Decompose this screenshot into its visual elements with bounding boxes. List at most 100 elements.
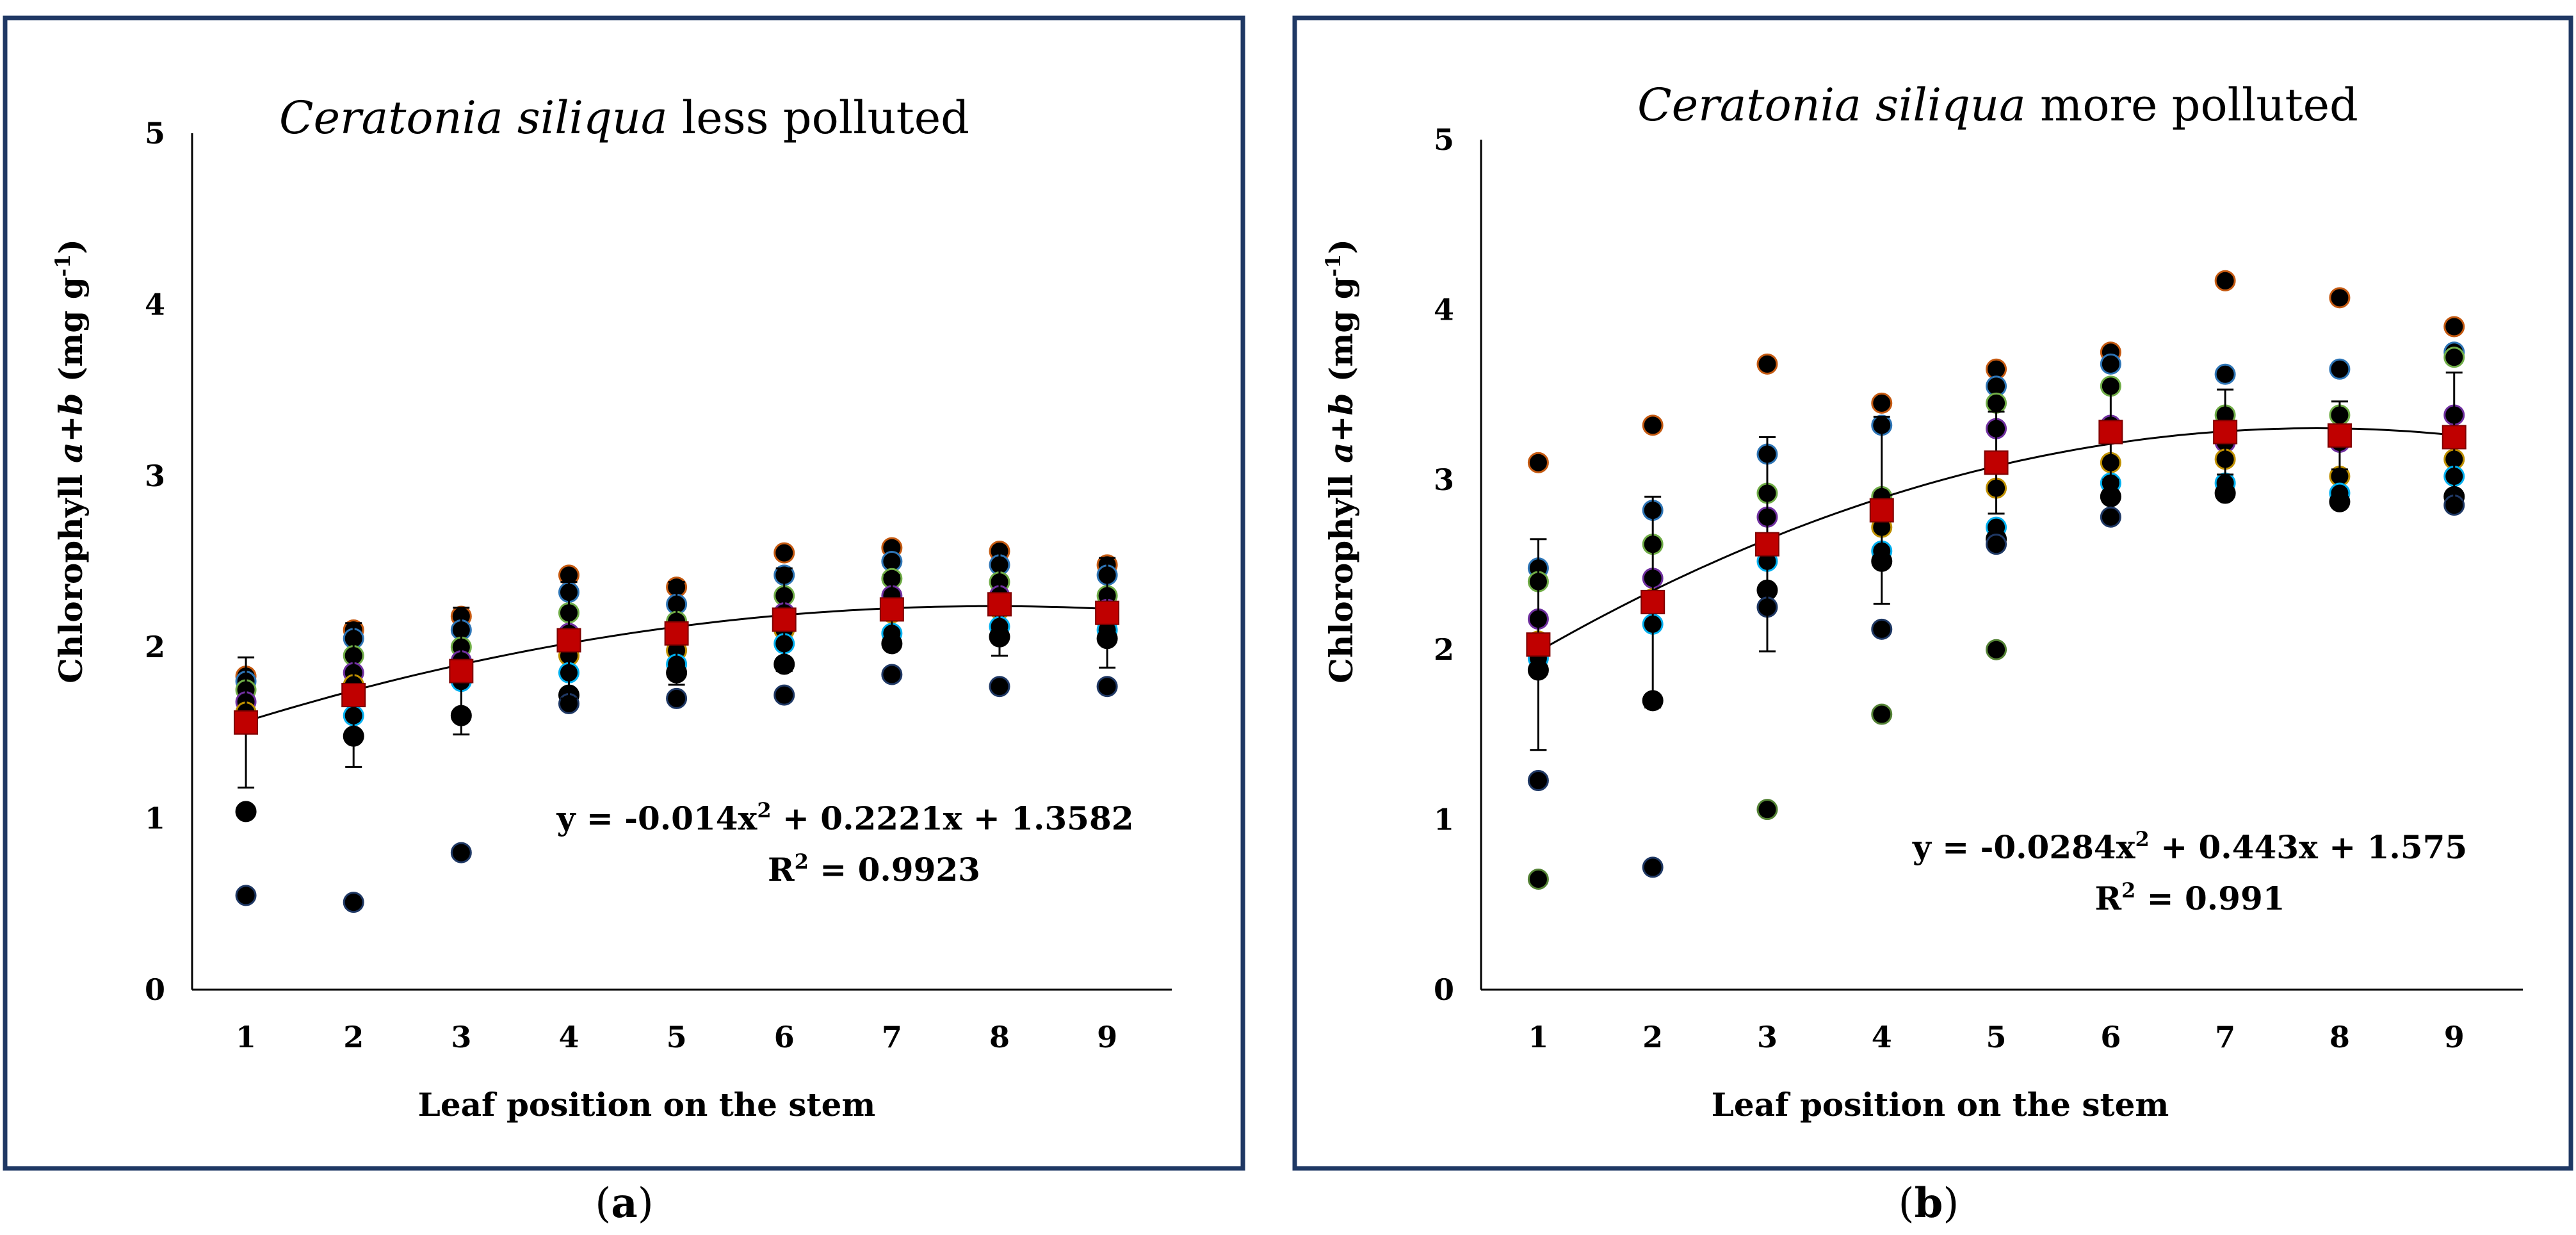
panel-b-r2: R2 = 0.991 bbox=[2094, 878, 2285, 917]
panel-a-y-label: Chlorophyll a+b (mg g-1) bbox=[51, 239, 90, 683]
panel-b-data-point bbox=[2214, 270, 2236, 291]
panel-a-x-tick-label: 9 bbox=[1097, 1020, 1117, 1054]
panel-b-y-tick-label: 3 bbox=[1434, 462, 1454, 497]
panel-b-mean-marker bbox=[1754, 532, 1779, 557]
caption-b-close: ) bbox=[1943, 1180, 1959, 1227]
svg-text:Chlorophyll a+b: Chlorophyll a+b (mg g-1) bbox=[1321, 239, 1360, 683]
panel-a-mean-marker bbox=[1095, 600, 1120, 625]
panel-a-data-point bbox=[774, 542, 795, 564]
panel-b-y-label-sup: -1 bbox=[1321, 254, 1345, 277]
panel-b-y-tick-label: 1 bbox=[1434, 803, 1454, 837]
panel-a-r2-value: = 0.9923 bbox=[809, 851, 980, 888]
panel-b-plot: 0 1 2 3 4 5 1 2 3 4 5 6 7 8 9 bbox=[1434, 122, 2523, 1054]
caption-b-letter: b bbox=[1915, 1179, 1943, 1227]
panel-a-mean-marker bbox=[664, 621, 689, 646]
panel-b-equation-rhs: + 0.443x + 1.575 bbox=[2150, 828, 2467, 866]
panel-b-data-point bbox=[2329, 358, 2351, 380]
panel-a-mean-marker bbox=[772, 607, 797, 632]
panel-a-y-tick-label: 2 bbox=[145, 630, 165, 664]
panel-b-data-point bbox=[1642, 414, 1664, 436]
panel-a-x-tick-label: 3 bbox=[451, 1020, 471, 1054]
panel-a-x-tick-label: 2 bbox=[343, 1020, 364, 1054]
panel-a-data-point bbox=[450, 842, 472, 863]
panel-a-y-tick-label: 3 bbox=[145, 459, 165, 493]
panel-a-mean-marker bbox=[987, 592, 1012, 617]
panel-b-data-point bbox=[1871, 703, 1893, 725]
panel-a: Ceratonia siliqua less polluted 0 1 2 3 4 5 1 2… bbox=[3, 15, 1245, 1171]
panel-a-x-tick-label: 8 bbox=[989, 1020, 1010, 1054]
panel-b-x-tick-label: 8 bbox=[2329, 1020, 2350, 1054]
panel-a-equation-lhs: y = -0.014x bbox=[556, 799, 757, 837]
panel-b-x-tick-label: 2 bbox=[1642, 1020, 1663, 1054]
panel-b-mean-marker bbox=[1984, 450, 2009, 475]
panel-b-y-label-unit: (mg g bbox=[1322, 277, 1360, 382]
panel-a-data-point bbox=[881, 664, 903, 685]
panel-b-data-point bbox=[1756, 353, 1778, 375]
panel-a-mean-marker bbox=[449, 658, 474, 683]
panel-a-equation-sup: 2 bbox=[757, 798, 771, 822]
panel-b-r2-sup: 2 bbox=[2121, 878, 2135, 903]
panel-b-x-tick-label: 5 bbox=[1986, 1020, 2007, 1054]
panel-b-data-point bbox=[1986, 534, 2007, 555]
panel-a-x-tick-label: 5 bbox=[667, 1020, 687, 1054]
caption-a-letter: a bbox=[611, 1179, 637, 1227]
panel-b-x-tick-label: 9 bbox=[2444, 1020, 2465, 1054]
panel-b-y-label-close: ) bbox=[1322, 239, 1360, 254]
panel-b-y-tick-label: 5 bbox=[1434, 122, 1454, 157]
panel-a-y-label-unit: (mg g bbox=[52, 277, 90, 382]
svg-text:Chlorophyll a+b: Chlorophyll a+b (mg g-1) bbox=[51, 239, 90, 683]
panel-b-equation: y = -0.0284x2 + 0.443x + 1.575 bbox=[1912, 827, 2467, 866]
panel-b-data-point bbox=[2214, 363, 2236, 385]
panel-a-r2-sup: 2 bbox=[795, 849, 809, 874]
panel-a-equation: y = -0.014x2 + 0.2221x + 1.3582 bbox=[556, 798, 1133, 837]
caption-a: (a) bbox=[595, 1179, 653, 1227]
panel-b-data-point bbox=[1642, 856, 1664, 878]
panel-a-y-tick-label: 1 bbox=[145, 801, 165, 836]
panel-b-mean-marker bbox=[2098, 420, 2123, 445]
panel-b-mean-marker bbox=[1640, 589, 1665, 614]
panel-b-y-tick-label: 0 bbox=[1434, 972, 1454, 1007]
panel-a-mean-marker bbox=[234, 710, 259, 735]
panel-a-y-label-italic: a+b bbox=[52, 393, 90, 463]
panel-b-data-point bbox=[1527, 452, 1549, 473]
caption-a-close: ) bbox=[638, 1180, 654, 1227]
panel-b-equation-sup: 2 bbox=[2135, 827, 2150, 851]
panel-a-y-label-sup: -1 bbox=[51, 254, 75, 277]
panel-b-data-point bbox=[1986, 392, 2007, 414]
panel-b-data-point bbox=[2100, 353, 2121, 375]
panel-b-x-tick-label: 6 bbox=[2100, 1020, 2121, 1054]
panel-b-x-label: Leaf position on the stem bbox=[1712, 1086, 2169, 1124]
panel-a-data-point bbox=[235, 801, 257, 822]
panel-b-data-point bbox=[1527, 770, 1549, 792]
caption-b: (b) bbox=[1899, 1179, 1959, 1227]
panel-a-mean-marker bbox=[556, 628, 581, 653]
panel-b-x-tick-label: 4 bbox=[1872, 1020, 1892, 1054]
panel-b-mean-marker bbox=[2213, 420, 2238, 445]
panel-b-data-point bbox=[2329, 491, 2351, 512]
panel-a-x-tick-label: 6 bbox=[774, 1020, 795, 1054]
panel-b-x-tick-label: 1 bbox=[1528, 1020, 1548, 1054]
panel-a-data-point bbox=[666, 687, 688, 709]
panel-b-mean-marker bbox=[2327, 423, 2352, 448]
panel-a-title: Ceratonia siliqua less polluted bbox=[279, 92, 969, 144]
panel-b-y-label-italic: a+b bbox=[1322, 393, 1360, 463]
panel-a-x-label: Leaf position on the stem bbox=[418, 1086, 876, 1124]
panel-b-data-point bbox=[2329, 287, 2351, 309]
panel-b-data-point bbox=[2100, 506, 2121, 528]
panel-b-data-point bbox=[1986, 639, 2007, 660]
panel-b-y-tick-label: 4 bbox=[1434, 292, 1454, 327]
panel-a-data-point bbox=[343, 892, 364, 913]
panel-a-r2: R2 = 0.9923 bbox=[768, 849, 980, 888]
panel-a-y-tick-label: 5 bbox=[145, 116, 165, 151]
panel-a-mean-marker bbox=[879, 597, 904, 622]
panel-b-equation-lhs: y = -0.0284x bbox=[1912, 828, 2136, 866]
panel-b-data-point bbox=[1756, 799, 1778, 821]
panel-b-title: Ceratonia siliqua more polluted bbox=[1637, 79, 2358, 131]
panel-a-title-rest: less polluted bbox=[668, 92, 969, 144]
panel-a-title-italic: Ceratonia siliqua bbox=[279, 92, 668, 144]
panel-b-r2-value: = 0.991 bbox=[2135, 879, 2285, 917]
panel-b-data-point bbox=[1527, 868, 1549, 890]
panel-a-equation-rhs: + 0.2221x + 1.3582 bbox=[772, 799, 1134, 837]
panel-a-x-tick-label: 4 bbox=[558, 1020, 579, 1054]
